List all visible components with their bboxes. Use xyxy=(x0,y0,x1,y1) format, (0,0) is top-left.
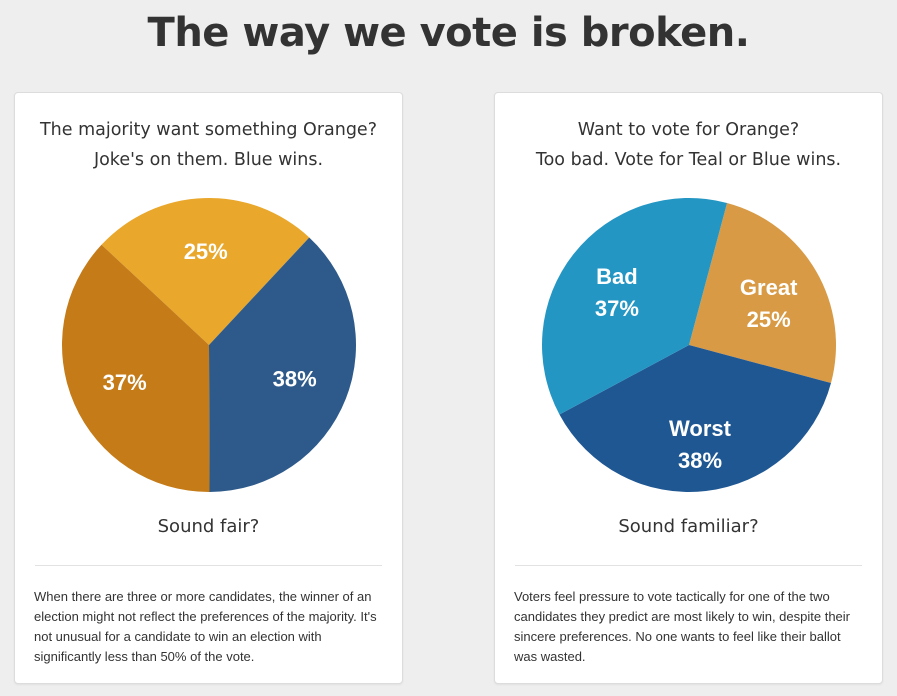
card-heading: The majority want something Orange? Joke… xyxy=(15,115,402,175)
card-tactical: Want to vote for Orange? Too bad. Vote f… xyxy=(494,92,883,684)
card-question: Sound familiar? xyxy=(618,516,759,537)
pie-value-label: 38% xyxy=(678,448,722,473)
card-question: Sound fair? xyxy=(157,516,260,537)
card-heading-line-2: Joke's on them. Blue wins. xyxy=(93,150,324,170)
pie-slice-label: Great xyxy=(740,275,798,300)
card-heading-line-1: The majority want something Orange? xyxy=(39,120,377,140)
card-heading: Want to vote for Orange? Too bad. Vote f… xyxy=(495,115,882,175)
pie-slice xyxy=(209,237,356,492)
pie-slice-label: Worst xyxy=(669,416,732,441)
pie-slice-label: Bad xyxy=(596,264,638,289)
pie-slice xyxy=(101,198,310,345)
pie-slice xyxy=(61,244,210,492)
pie-value-label: 37% xyxy=(595,296,639,321)
divider xyxy=(35,565,382,566)
pie-value-label: 37% xyxy=(103,370,147,395)
divider xyxy=(515,565,862,566)
pie-chart-tactical: Great 25% Worst 38% Bad 37% xyxy=(542,198,836,493)
card-body-text: When there are three or more candidates,… xyxy=(34,589,377,664)
card-heading-line-2: Too bad. Vote for Teal or Blue wins. xyxy=(535,150,842,170)
page-title: The way we vote is broken. xyxy=(147,10,750,56)
pie-chart-majority: 25% 38% 37% xyxy=(61,198,356,492)
card-heading-line-1: Want to vote for Orange? xyxy=(577,120,800,140)
card-majority: The majority want something Orange? Joke… xyxy=(14,92,403,684)
pie-value-label: 25% xyxy=(184,239,228,264)
pie-value-label: 38% xyxy=(273,367,317,392)
pie-slice xyxy=(559,345,831,493)
pie-slice xyxy=(689,203,836,384)
card-body-text: Voters feel pressure to vote tactically … xyxy=(514,589,851,664)
pie-slice xyxy=(542,198,728,415)
pie-value-label: 25% xyxy=(747,307,791,332)
